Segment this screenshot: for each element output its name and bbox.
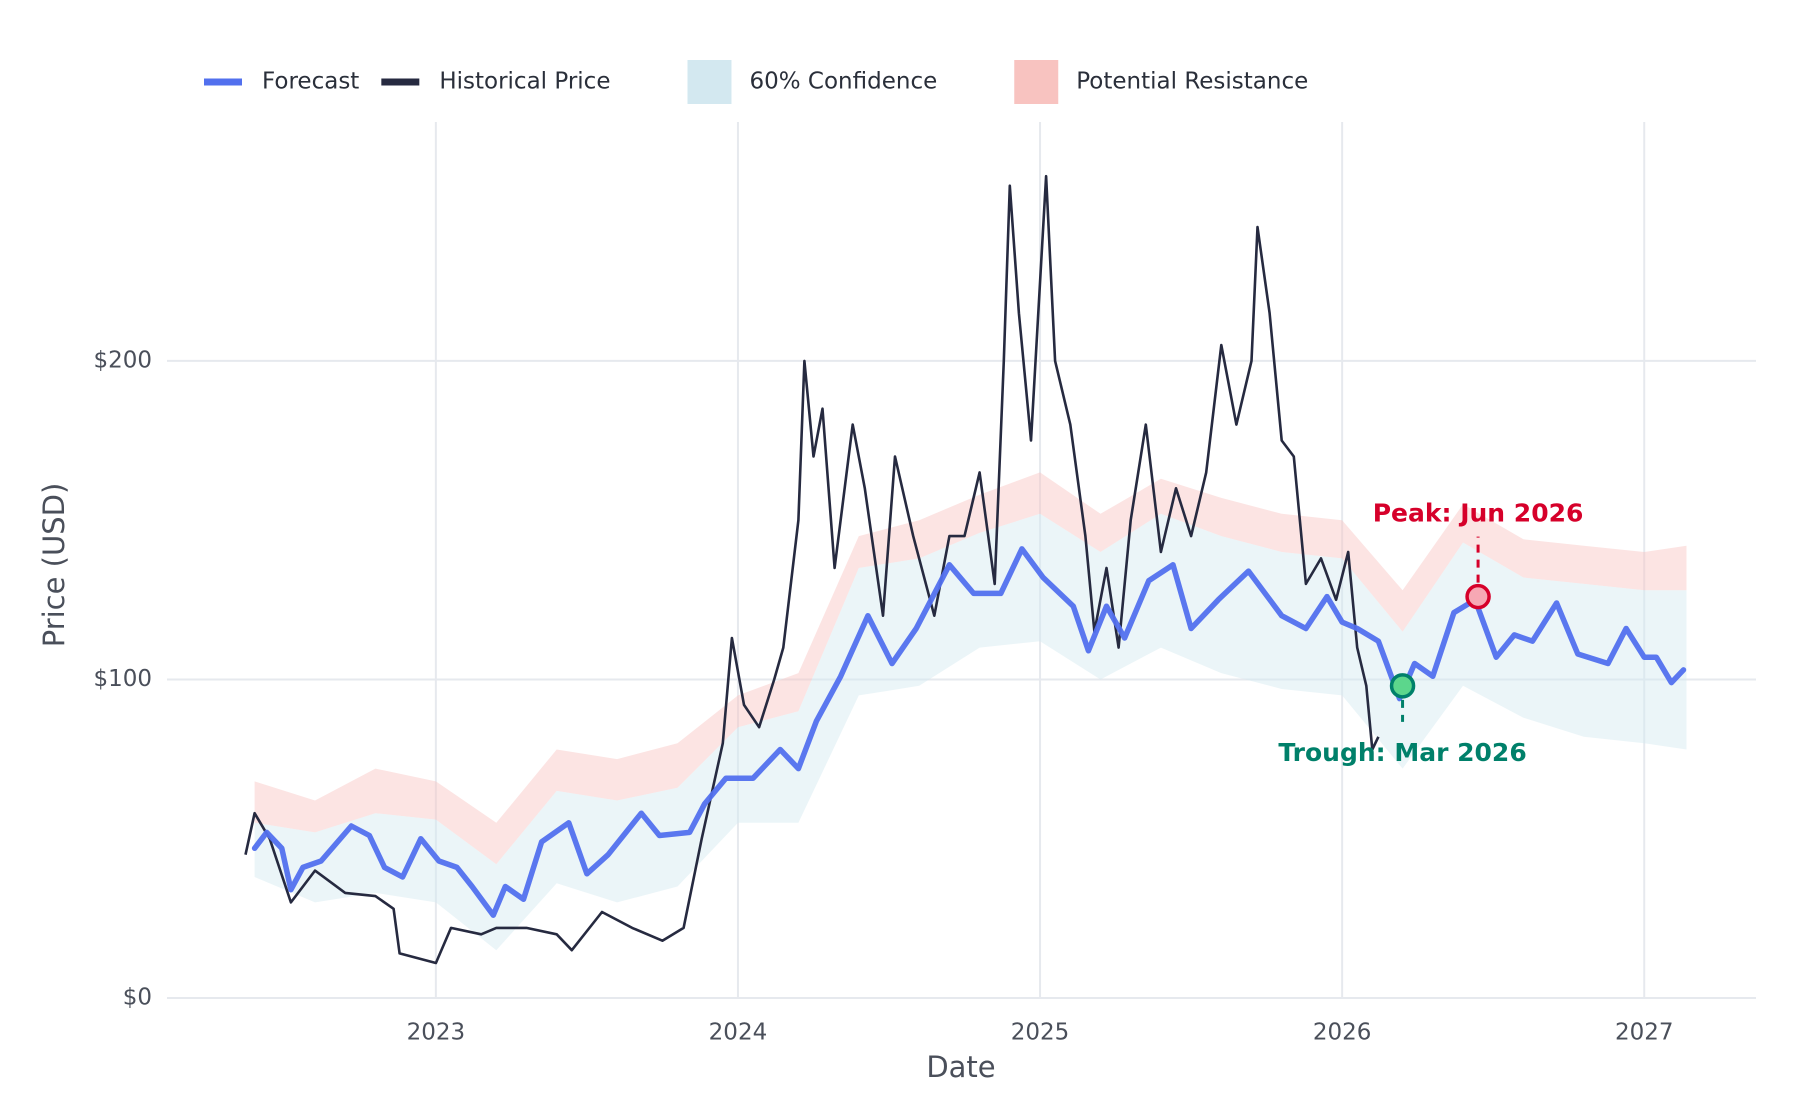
x-axis-title: Date	[926, 1050, 995, 1084]
confidence-band	[254, 513, 1687, 951]
x-tick-label: 2026	[1313, 1020, 1372, 1046]
y-tick-label: $200	[93, 347, 152, 373]
legend-swatch	[687, 60, 732, 104]
annotation-label: Peak: Jun 2026	[1373, 499, 1584, 528]
annotation-marker	[1465, 583, 1491, 610]
x-tick-label: 2027	[1615, 1020, 1674, 1046]
legend-label: Historical Price	[439, 69, 610, 95]
annotation-marker	[1389, 673, 1416, 699]
y-axis-title: Price (USD)	[37, 483, 71, 648]
historical-line	[244, 174, 1380, 965]
legend-swatch	[1014, 60, 1059, 104]
legend-label: 60% Confidence	[749, 69, 937, 95]
resistance-band	[254, 472, 1687, 865]
legend-label: Forecast	[262, 69, 359, 95]
x-tick-label: 2024	[709, 1020, 768, 1046]
legend-label: Potential Resistance	[1076, 69, 1308, 95]
legend: Forecast Historical Price 60% Confidence Po…	[204, 60, 1308, 104]
y-tick-label: $0	[123, 985, 152, 1011]
annotation-label: Trough: Mar 2026	[1278, 738, 1526, 767]
forecast-line	[251, 546, 1687, 918]
y-tick-label: $100	[93, 666, 152, 692]
x-tick-label: 2025	[1011, 1020, 1070, 1046]
x-tick-label: 2023	[407, 1020, 466, 1046]
